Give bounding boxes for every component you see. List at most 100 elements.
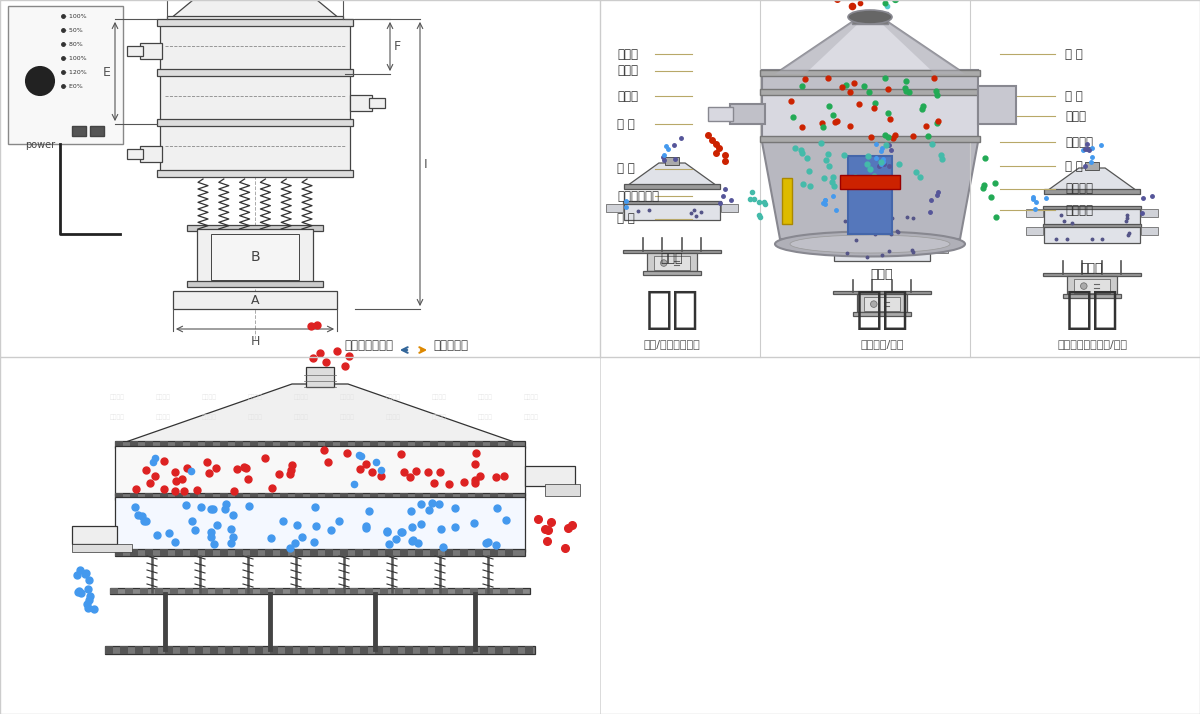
Bar xyxy=(115,549,526,556)
Text: 出料口: 出料口 xyxy=(617,89,638,103)
Bar xyxy=(760,89,980,95)
Text: 版权所有: 版权所有 xyxy=(432,394,446,400)
Text: 筛 网: 筛 网 xyxy=(1066,48,1082,61)
Bar xyxy=(145,493,154,500)
Bar xyxy=(115,549,124,556)
Bar xyxy=(455,588,463,594)
Bar xyxy=(150,646,158,654)
Bar xyxy=(157,19,353,26)
Bar xyxy=(250,441,258,448)
Text: A: A xyxy=(251,293,259,306)
Bar xyxy=(370,493,378,500)
Bar xyxy=(340,441,348,448)
Bar xyxy=(175,549,182,556)
Text: 机 座: 机 座 xyxy=(617,213,635,226)
Bar xyxy=(460,441,468,448)
Bar xyxy=(295,549,302,556)
Bar xyxy=(330,646,338,654)
Text: 版权所有: 版权所有 xyxy=(524,394,539,400)
Bar xyxy=(857,294,907,312)
Bar xyxy=(106,646,535,654)
Bar xyxy=(325,441,334,448)
Polygon shape xyxy=(775,22,860,74)
Bar xyxy=(310,441,318,448)
Text: 版权所有: 版权所有 xyxy=(294,394,310,400)
Bar xyxy=(275,588,283,594)
Text: 版权所有: 版权所有 xyxy=(386,394,401,400)
Bar xyxy=(624,184,720,189)
Polygon shape xyxy=(762,142,978,239)
Bar xyxy=(187,281,323,287)
Bar xyxy=(340,549,348,556)
Bar xyxy=(300,646,308,654)
Bar xyxy=(1141,209,1158,217)
Text: 去除异物/结块: 去除异物/结块 xyxy=(860,339,904,349)
Bar xyxy=(370,441,378,448)
Bar xyxy=(140,43,162,59)
Bar xyxy=(430,549,438,556)
Polygon shape xyxy=(120,384,520,444)
Text: 版权所有: 版权所有 xyxy=(202,414,217,420)
Ellipse shape xyxy=(790,235,950,253)
Bar xyxy=(440,588,448,594)
Text: 过滤: 过滤 xyxy=(856,288,908,331)
Bar xyxy=(415,493,424,500)
Bar xyxy=(157,170,353,177)
Bar xyxy=(72,526,118,544)
Bar xyxy=(280,493,288,500)
Text: 版权所有: 版权所有 xyxy=(202,394,217,400)
Bar xyxy=(280,549,288,556)
Text: 弹 簧: 弹 簧 xyxy=(617,163,635,176)
Bar xyxy=(853,312,911,316)
Bar xyxy=(190,441,198,448)
Bar xyxy=(190,549,198,556)
Bar xyxy=(125,588,133,594)
Bar xyxy=(515,588,523,594)
Bar xyxy=(840,175,900,189)
Text: 进料口: 进料口 xyxy=(617,48,638,61)
Bar xyxy=(1043,273,1141,276)
Bar xyxy=(305,588,313,594)
Bar xyxy=(265,493,274,500)
Bar xyxy=(833,223,931,227)
Bar xyxy=(500,588,508,594)
Text: · 120%: · 120% xyxy=(65,69,86,74)
Bar xyxy=(286,646,293,654)
Text: 版权所有: 版权所有 xyxy=(294,414,310,420)
Bar xyxy=(834,226,930,243)
Bar xyxy=(140,146,162,162)
Bar xyxy=(130,549,138,556)
Bar xyxy=(160,72,350,124)
Bar xyxy=(816,245,833,253)
Bar xyxy=(400,441,408,448)
Bar xyxy=(643,271,701,276)
Bar xyxy=(110,588,530,594)
Bar xyxy=(210,646,218,654)
Bar xyxy=(226,646,233,654)
Bar xyxy=(110,588,118,594)
Bar xyxy=(545,484,580,496)
Bar xyxy=(395,588,403,594)
Bar xyxy=(978,86,1016,124)
Bar xyxy=(490,549,498,556)
Bar xyxy=(390,646,398,654)
Bar xyxy=(505,441,514,448)
Bar xyxy=(370,98,385,108)
Bar xyxy=(355,549,364,556)
Bar xyxy=(250,549,258,556)
Bar xyxy=(166,646,173,654)
Bar xyxy=(400,549,408,556)
Bar xyxy=(145,441,154,448)
Bar xyxy=(834,189,930,194)
Bar xyxy=(526,466,575,486)
Bar xyxy=(115,493,526,500)
Bar xyxy=(833,242,931,245)
Bar xyxy=(127,46,143,56)
Bar xyxy=(325,549,334,556)
Bar xyxy=(480,646,488,654)
Bar xyxy=(505,549,514,556)
Bar xyxy=(1043,206,1141,209)
Bar xyxy=(130,441,138,448)
Bar xyxy=(220,549,228,556)
Text: 运输固定螺栓: 运输固定螺栓 xyxy=(617,189,659,203)
